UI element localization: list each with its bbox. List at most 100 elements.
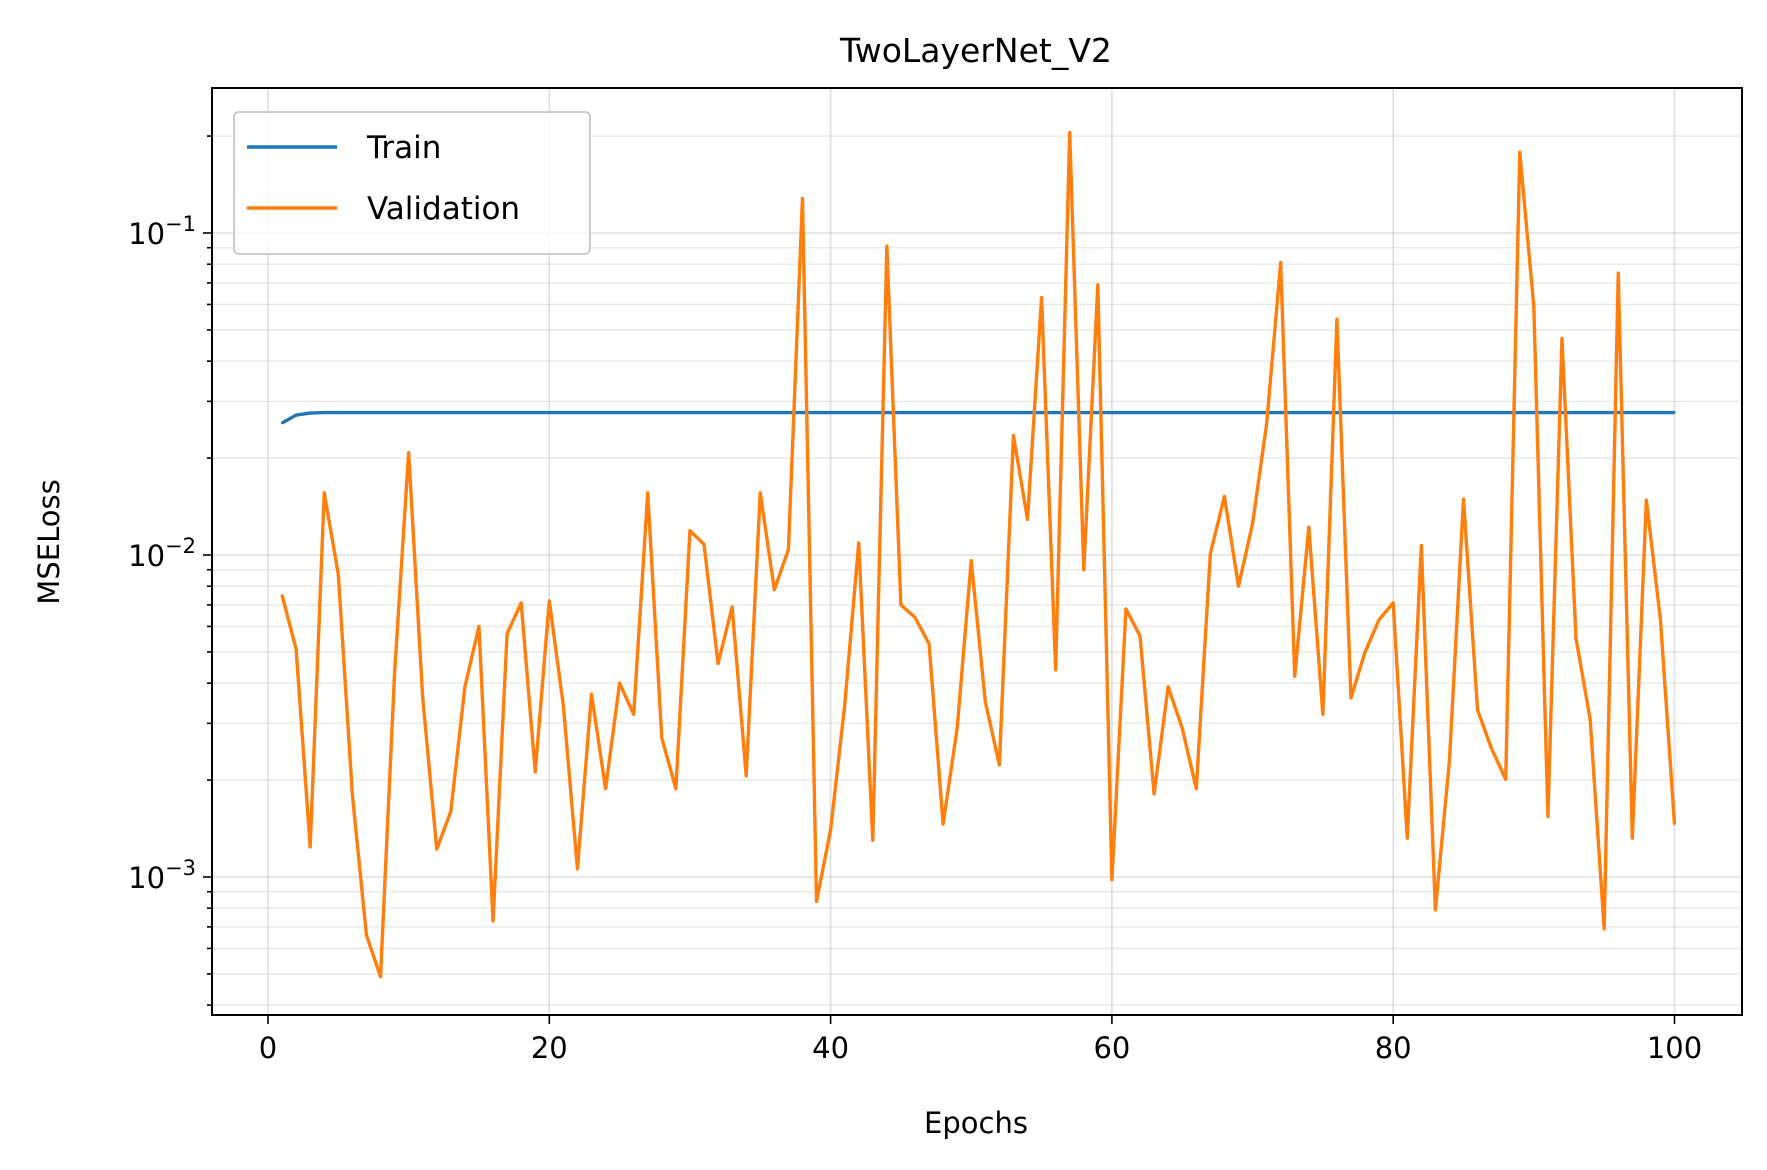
data-point-validation <box>1476 708 1479 712</box>
data-point-train <box>1195 411 1198 414</box>
data-point-train <box>1392 411 1395 414</box>
data-point-train <box>337 411 340 414</box>
data-point-train <box>998 411 1001 414</box>
data-point-train <box>1040 411 1043 414</box>
data-point-validation <box>1082 568 1085 571</box>
data-point-validation <box>998 763 1001 767</box>
data-series <box>280 130 1677 979</box>
data-point-validation <box>519 601 523 605</box>
data-point-validation <box>1560 337 1564 340</box>
plot-area-frame <box>211 87 1743 1016</box>
data-point-validation <box>534 770 537 774</box>
data-point-train <box>829 411 832 414</box>
data-point-validation <box>970 559 973 562</box>
data-point-validation <box>1645 498 1648 502</box>
data-point-validation <box>1209 552 1212 555</box>
data-point-train <box>1448 411 1451 414</box>
data-point-train <box>927 411 931 414</box>
data-point-train <box>759 411 762 414</box>
data-point-train <box>1462 411 1465 414</box>
data-point-train <box>1518 411 1521 414</box>
data-point-validation <box>815 900 818 903</box>
data-point-validation <box>1434 908 1437 912</box>
data-point-train <box>1181 411 1184 414</box>
data-point-train <box>1645 411 1648 414</box>
data-point-validation <box>576 867 579 871</box>
x-tick-label: 20 <box>531 1031 568 1065</box>
data-point-train <box>1602 411 1606 414</box>
data-point-train <box>843 411 846 414</box>
x-tick-label: 100 <box>1647 1031 1702 1065</box>
data-point-validation <box>407 451 410 454</box>
data-point-train <box>1349 411 1353 414</box>
data-point-validation <box>393 671 396 675</box>
data-point-validation <box>857 541 860 545</box>
data-point-validation <box>548 599 551 603</box>
data-point-validation <box>449 810 453 813</box>
data-point-train <box>674 411 678 414</box>
data-point-train <box>787 411 790 414</box>
data-point-validation <box>1138 634 1142 638</box>
data-point-train <box>1054 411 1057 414</box>
data-point-train <box>970 411 973 414</box>
data-point-train <box>449 411 453 414</box>
data-point-validation <box>463 685 467 688</box>
data-point-validation <box>702 543 706 546</box>
data-point-train <box>1152 411 1156 414</box>
data-point-validation <box>1096 283 1100 287</box>
data-point-validation <box>1152 792 1156 796</box>
data-point-train <box>1406 411 1409 414</box>
data-point-train <box>773 411 776 414</box>
data-point-train <box>1307 411 1311 414</box>
data-point-train <box>421 411 424 414</box>
data-point-train <box>1673 411 1676 414</box>
data-point-train <box>941 411 945 414</box>
data-point-train <box>871 411 874 414</box>
chart-title: TwoLayerNet_V2 <box>839 31 1112 70</box>
series-line-validation <box>280 130 1677 979</box>
data-point-validation <box>1448 759 1451 762</box>
data-point-train <box>576 411 579 414</box>
data-point-validation <box>745 774 748 778</box>
data-point-validation <box>618 681 621 685</box>
data-point-train <box>1420 411 1423 414</box>
data-point-train <box>1490 411 1493 414</box>
x-tick-label: 0 <box>259 1031 277 1065</box>
data-point-validation <box>1673 822 1676 826</box>
data-point-validation <box>1617 272 1620 275</box>
data-point-validation <box>716 662 720 665</box>
data-point-train <box>955 411 959 414</box>
data-point-validation <box>1110 878 1114 882</box>
data-point-train <box>913 411 917 414</box>
data-point-train <box>407 411 410 414</box>
data-point-train <box>1082 411 1085 414</box>
data-point-validation <box>1026 518 1029 521</box>
data-point-validation <box>674 787 678 790</box>
data-point-train <box>1096 411 1100 414</box>
data-point-train <box>294 413 298 417</box>
data-point-train <box>534 411 537 414</box>
data-point-train <box>730 411 734 414</box>
data-point-validation <box>829 828 832 832</box>
x-tick-label: 60 <box>1093 1031 1130 1065</box>
data-point-train <box>308 411 312 415</box>
data-point-train <box>984 411 987 414</box>
data-point-train <box>1166 411 1170 414</box>
data-point-train <box>899 411 903 414</box>
data-point-train <box>1631 411 1634 414</box>
data-point-validation <box>899 603 903 607</box>
data-point-validation <box>1377 618 1381 621</box>
data-point-validation <box>759 491 762 495</box>
y-axis-label: MSELoss <box>32 479 66 604</box>
data-point-validation <box>941 822 945 826</box>
data-point-train <box>1124 411 1128 414</box>
data-point-validation <box>927 642 931 645</box>
data-point-train <box>393 411 396 414</box>
data-point-train <box>463 411 467 414</box>
data-point-validation <box>1335 317 1339 321</box>
data-point-validation <box>1237 585 1240 588</box>
series-line-train <box>281 410 1675 425</box>
data-point-validation <box>294 647 298 651</box>
data-point-train <box>590 411 593 414</box>
y-tick-label: 10−1 <box>128 212 196 251</box>
